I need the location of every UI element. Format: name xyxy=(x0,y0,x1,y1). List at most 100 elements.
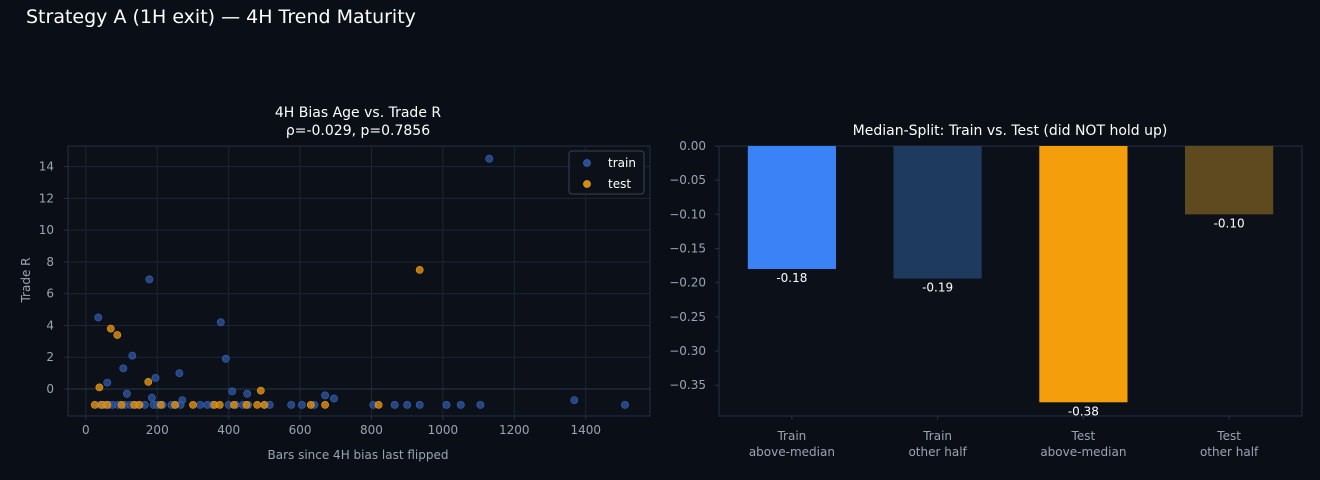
scatter-point-train xyxy=(128,351,137,360)
bar-value-label: -0.10 xyxy=(1214,216,1245,230)
bar-category-labels: Train above-median Train other half Test abov… xyxy=(749,416,1259,459)
bar-category-label: Train xyxy=(776,429,806,443)
scatter-point-train xyxy=(403,400,412,409)
scatter-point-test xyxy=(230,400,238,409)
scatter-y-tick-label: 6 xyxy=(46,287,54,301)
scatter-x-tick-label: 0 xyxy=(82,423,90,437)
scatter-point-train xyxy=(476,400,485,409)
legend-label-train: train xyxy=(608,156,636,170)
scatter-x-tick-label: 1200 xyxy=(499,423,530,437)
scatter-y-tick-label: 2 xyxy=(46,350,54,364)
bar-y-tick-label: −0.15 xyxy=(669,242,706,256)
bar xyxy=(893,146,982,279)
bar-category-label: Train xyxy=(922,429,952,443)
scatter-point-test xyxy=(321,400,329,409)
bar-y-tick-label: 0.00 xyxy=(679,139,706,153)
scatter-point-test xyxy=(117,400,126,409)
scatter-point-train xyxy=(456,400,465,409)
scatter-point-test xyxy=(242,400,251,409)
scatter-point-test xyxy=(171,400,179,409)
scatter-point-test xyxy=(113,331,122,339)
bar xyxy=(1185,146,1274,215)
bar-category-label: Test xyxy=(1071,429,1096,443)
scatter-point-train xyxy=(221,354,230,363)
bar-chart-title: Median-Split: Train vs. Test (did NOT ho… xyxy=(853,123,1168,139)
scatter-point-train xyxy=(321,391,329,400)
scatter-point-train xyxy=(485,154,494,163)
scatter-x-tick-label: 1000 xyxy=(428,423,459,437)
bar-category-label: above-median xyxy=(749,445,835,459)
legend-marker-train xyxy=(583,159,591,167)
scatter-point-train xyxy=(123,389,131,398)
scatter-point-train xyxy=(228,387,237,396)
scatter-point-test xyxy=(90,400,99,409)
scatter-y-axis-label: Trade R xyxy=(19,257,33,303)
figure-title: Strategy A (1H exit) — 4H Trend Maturity xyxy=(26,6,416,28)
scatter-point-test xyxy=(106,324,115,333)
scatter-point-test xyxy=(415,265,424,274)
scatter-panel: 0 200 400 600 800 1000 1200 1400 0 2 4 6 8 10 12 14 4H … xyxy=(19,105,651,462)
bar-y-tick-label: −0.35 xyxy=(669,378,706,392)
scatter-point-train xyxy=(415,400,424,409)
scatter-y-tick-label: 12 xyxy=(39,191,54,205)
scatter-point-train xyxy=(103,378,112,387)
scatter-x-tick-label: 400 xyxy=(217,423,240,437)
bar-category-label: other half xyxy=(908,445,967,459)
bars: -0.18 -0.19 -0.38 -0.10 xyxy=(747,146,1274,418)
bar-value-label: -0.38 xyxy=(1068,404,1099,418)
scatter-point-test xyxy=(144,377,153,386)
scatter-points xyxy=(90,154,629,409)
scatter-point-test xyxy=(215,400,224,409)
scatter-point-train xyxy=(151,373,160,382)
scatter-point-test xyxy=(156,400,165,409)
bar xyxy=(747,146,836,269)
scatter-point-test xyxy=(306,400,315,409)
scatter-point-train xyxy=(175,369,184,377)
scatter-x-axis-label: Bars since 4H bias last flipped xyxy=(267,448,448,462)
scatter-ticks: 0 200 400 600 800 1000 1200 1400 0 2 4 6 8 10 12 14 xyxy=(39,160,601,437)
bar-y-tick-label: −0.05 xyxy=(669,173,706,187)
scatter-point-train xyxy=(94,313,103,322)
bar-category-label: above-median xyxy=(1040,445,1126,459)
legend-label-test: test xyxy=(608,177,631,191)
scatter-point-train xyxy=(119,364,128,373)
scatter-y-tick-label: 0 xyxy=(46,382,54,396)
scatter-point-train xyxy=(442,400,451,409)
scatter-point-test xyxy=(95,383,104,392)
scatter-point-train xyxy=(621,400,629,409)
scatter-legend: train test xyxy=(568,150,645,195)
scatter-point-train xyxy=(145,275,154,284)
scatter-y-tick-label: 4 xyxy=(46,318,54,332)
scatter-x-tick-label: 600 xyxy=(289,423,312,437)
legend-marker-test xyxy=(583,180,591,188)
scatter-plot-area xyxy=(67,145,651,417)
bar-y-tick-label: −0.20 xyxy=(669,276,706,290)
scatter-point-test xyxy=(253,400,262,409)
scatter-point-test xyxy=(189,400,197,409)
bar-category-label: Test xyxy=(1216,429,1241,443)
scatter-x-tick-label: 1400 xyxy=(570,423,601,437)
bar-y-tick-label: −0.30 xyxy=(669,344,706,358)
bar-y-ticks: 0.00 −0.05 −0.10 −0.15 −0.20 −0.25 −0.30 −0.35 xyxy=(669,139,719,392)
bar-y-tick-label: −0.10 xyxy=(669,207,706,221)
scatter-point-train xyxy=(390,400,399,409)
scatter-point-train xyxy=(196,400,204,409)
bar-y-tick-label: −0.25 xyxy=(669,310,706,324)
scatter-subtitle: ρ=-0.029, p=0.7856 xyxy=(286,123,430,139)
scatter-point-train xyxy=(287,400,296,409)
scatter-y-tick-label: 14 xyxy=(39,160,54,174)
scatter-point-test xyxy=(256,386,265,395)
scatter-x-tick-label: 800 xyxy=(360,423,383,437)
scatter-point-test xyxy=(135,400,144,409)
scatter-point-test xyxy=(103,400,112,409)
bar-category-label: other half xyxy=(1200,445,1259,459)
scatter-point-train xyxy=(243,389,252,398)
scatter-point-train xyxy=(330,394,338,403)
bar-value-label: -0.18 xyxy=(776,271,807,285)
scatter-y-tick-label: 8 xyxy=(46,255,54,269)
scatter-point-train xyxy=(147,393,156,402)
bar-value-label: -0.19 xyxy=(922,281,953,295)
scatter-point-train xyxy=(216,318,225,327)
